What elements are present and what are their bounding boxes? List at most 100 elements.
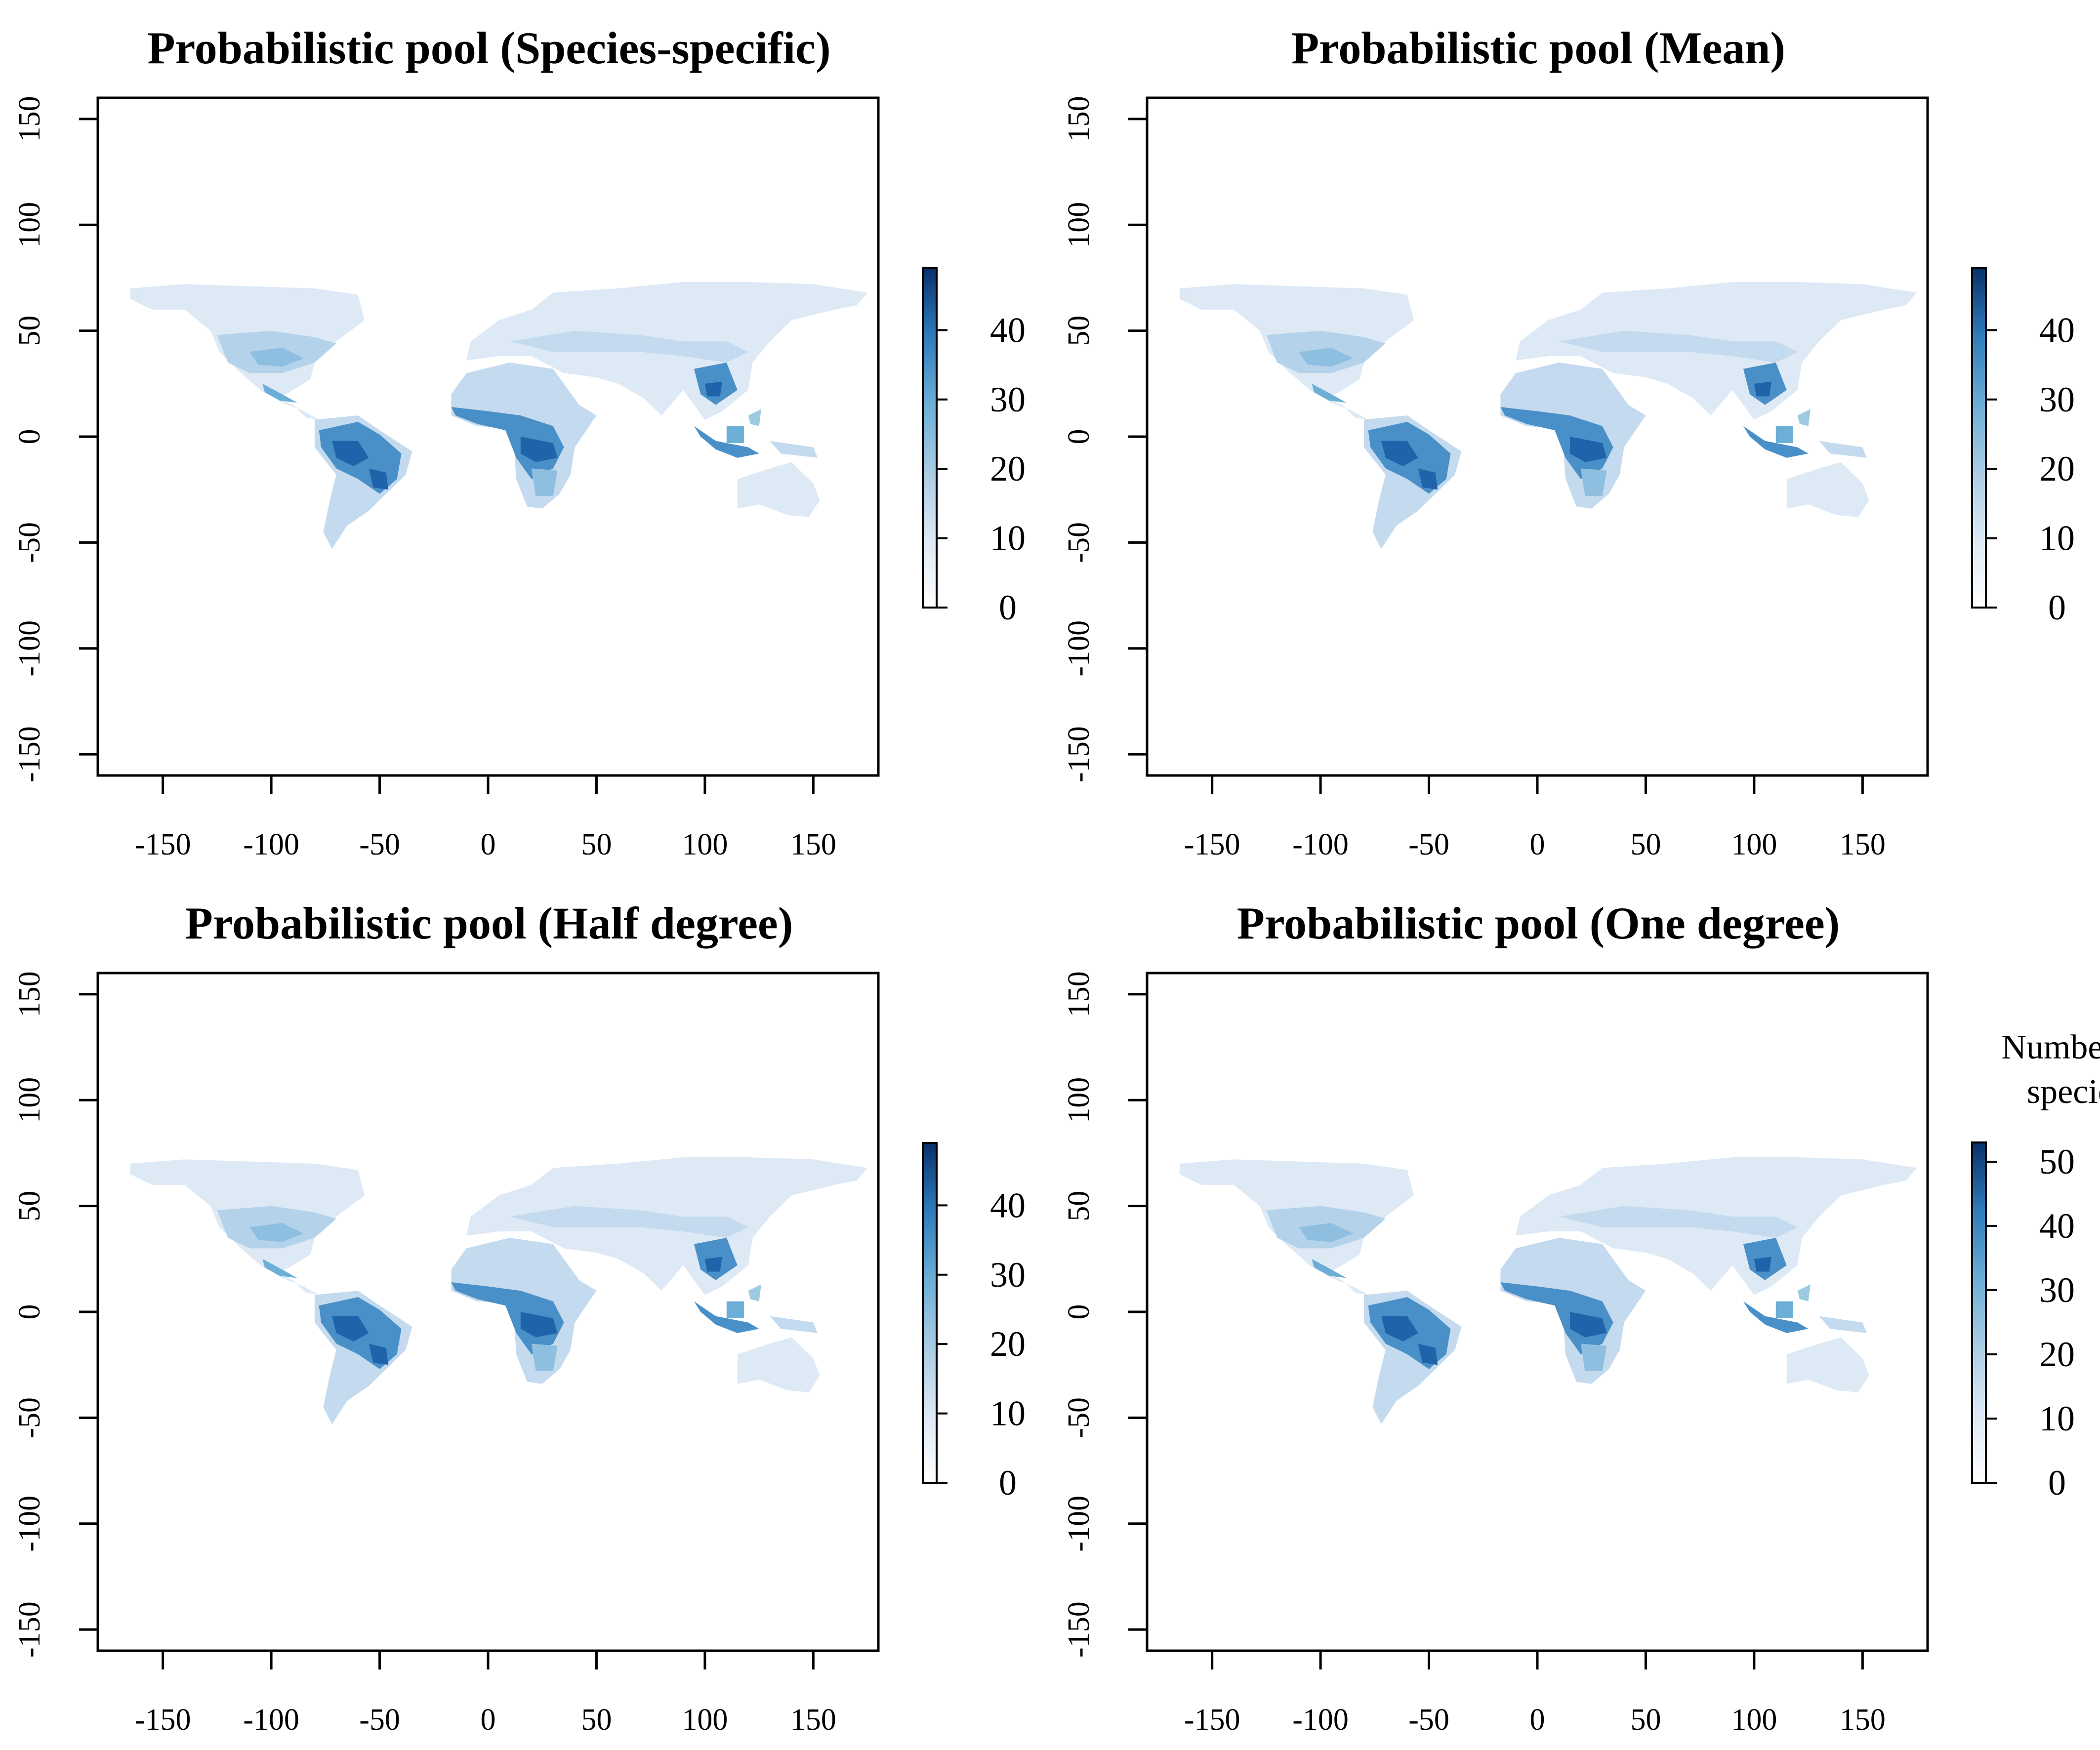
y-tick-label: 50 (13, 316, 46, 346)
colorbar-tick-label: 30 (990, 1255, 1026, 1295)
x-tick-label: -150 (1184, 1703, 1240, 1737)
panel-title: Probabilistic pool (One degree) (1237, 898, 1840, 948)
x-tick-label: 50 (1630, 1703, 1661, 1737)
colorbar-tick-label: 0 (2048, 1463, 2066, 1503)
colorbar-tick-label: 10 (990, 1394, 1026, 1433)
colorbar-tick-label: 20 (2039, 1335, 2075, 1374)
species-richness-map (130, 1157, 868, 1424)
colorbar-gradient (1971, 267, 1987, 609)
x-tick-label: -100 (1292, 828, 1349, 861)
colorbar-gradient (922, 1142, 938, 1484)
species-richness-map (1179, 282, 1917, 549)
y-tick-label: -50 (1062, 522, 1096, 563)
y-tick-label: 0 (13, 429, 46, 445)
colorbar-label-line2: species (2027, 1073, 2100, 1111)
species-richness-map (130, 282, 868, 549)
x-tick-label: 100 (1731, 828, 1777, 861)
plot-frame (1146, 972, 1929, 1652)
x-tick-label: -100 (243, 1703, 299, 1737)
x-tick-label: -50 (1408, 1703, 1449, 1737)
colorbar-tick-label: 40 (2039, 310, 2075, 350)
x-tick-label: -150 (135, 1703, 191, 1737)
species-richness-map (1179, 1157, 1917, 1424)
panel-half-degree: Probabilistic pool (Half degree) -150 -100… (13, 898, 1026, 1737)
y-tick-label: 50 (1062, 316, 1096, 346)
x-tick-label: -100 (1292, 1703, 1349, 1737)
x-tick-label: 50 (581, 1703, 612, 1737)
panel-mean: Probabilistic pool (Mean) -150 -100 -50 0 50 1… (1062, 23, 2075, 861)
x-tick-label: 100 (682, 1703, 728, 1737)
colorbar-tick-label: 30 (990, 380, 1026, 419)
panel-title: Probabilistic pool (Half degree) (185, 898, 793, 948)
panel-one-degree: Probabilistic pool (One degree) -150 -100 -… (1062, 898, 2100, 1737)
y-tick-label: -50 (13, 1397, 46, 1438)
x-tick-label: -50 (359, 1703, 400, 1737)
y-tick-label: 150 (13, 96, 46, 142)
colorbar: 0 10 20 30 40 50 Number of species (1971, 1028, 2100, 1503)
colorbar-tick-label: 20 (2039, 449, 2075, 488)
x-tick-label: 50 (581, 828, 612, 861)
colorbar-tick-label: 0 (2048, 588, 2066, 627)
x-tick-label: -100 (243, 828, 299, 861)
y-tick-label: -100 (1062, 620, 1096, 677)
y-tick-label: 100 (1062, 202, 1096, 248)
y-tick-label: -100 (13, 1496, 46, 1552)
y-tick-label: -50 (13, 522, 46, 563)
y-tick-label: -150 (1062, 1601, 1096, 1658)
x-tick-label: 0 (1530, 828, 1545, 861)
x-tick-label: 150 (1840, 828, 1886, 861)
y-tick-label: -150 (1062, 726, 1096, 782)
y-tick-label: -150 (13, 726, 46, 782)
colorbar-tick-label: 10 (2039, 1399, 2075, 1438)
plot-frame (1146, 96, 1929, 777)
colorbar-tick-label: 20 (990, 449, 1026, 488)
x-tick-label: 100 (682, 828, 728, 861)
colorbar-gradient (922, 267, 938, 609)
y-tick-label: 0 (1062, 1304, 1096, 1320)
x-tick-label: 0 (481, 828, 496, 861)
x-tick-label: -150 (1184, 828, 1240, 861)
colorbar-tick-label: 10 (990, 519, 1026, 558)
colorbar-tick-label: 50 (2039, 1142, 2075, 1181)
y-tick-label: 0 (1062, 429, 1096, 445)
plot-frame (96, 96, 880, 777)
colorbar: 0 10 20 30 40 (922, 267, 1026, 627)
colorbar-label: Number of (2001, 1028, 2100, 1066)
colorbar-gradient (1971, 1141, 1987, 1484)
y-tick-label: 100 (13, 202, 46, 248)
colorbar-tick-label: 30 (2039, 1270, 2075, 1310)
x-tick-label: 0 (1530, 1703, 1545, 1737)
panel-title: Probabilistic pool (Mean) (1291, 23, 1785, 73)
y-tick-label: 50 (1062, 1191, 1096, 1221)
colorbar-tick-label: 0 (999, 588, 1017, 627)
x-tick-label: -50 (359, 828, 400, 861)
y-tick-label: 150 (1062, 971, 1096, 1017)
plot-frame (96, 972, 880, 1652)
x-tick-label: 150 (1840, 1703, 1886, 1737)
y-tick-label: 150 (13, 971, 46, 1017)
y-tick-label: 100 (1062, 1077, 1096, 1123)
colorbar: 0 10 20 30 40 (922, 1142, 1026, 1503)
y-tick-label: 100 (13, 1077, 46, 1123)
colorbar-tick-label: 40 (990, 1185, 1026, 1225)
colorbar-tick-label: 10 (2039, 519, 2075, 558)
colorbar-tick-label: 40 (2039, 1206, 2075, 1246)
x-tick-label: 0 (481, 1703, 496, 1737)
y-tick-label: -100 (13, 620, 46, 677)
colorbar-tick-label: 0 (999, 1463, 1017, 1503)
colorbar-tick-label: 30 (2039, 380, 2075, 419)
colorbar-tick-label: 20 (990, 1324, 1026, 1364)
y-tick-label: -150 (13, 1601, 46, 1658)
panel-species-specific: Probabilistic pool (Species-specific) -15… (13, 23, 1026, 861)
y-tick-label: -100 (1062, 1496, 1096, 1552)
y-tick-label: -50 (1062, 1397, 1096, 1438)
colorbar: 0 10 20 30 40 (1971, 267, 2075, 627)
panel-title: Probabilistic pool (Species-specific) (147, 23, 830, 73)
x-tick-label: 150 (790, 1703, 836, 1737)
y-tick-label: 150 (1062, 96, 1096, 142)
x-tick-label: 50 (1630, 828, 1661, 861)
colorbar-tick-label: 40 (990, 310, 1026, 350)
y-tick-label: 50 (13, 1191, 46, 1221)
x-tick-label: 150 (790, 828, 836, 861)
